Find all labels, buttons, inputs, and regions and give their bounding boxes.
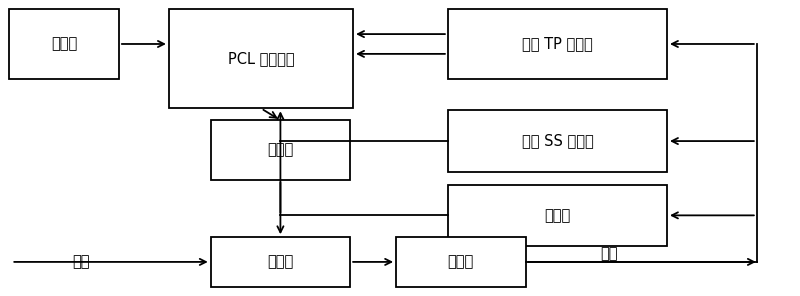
- Text: 出水: 出水: [601, 247, 618, 261]
- Text: 流量仪: 流量仪: [544, 208, 570, 223]
- Bar: [448, 9, 667, 79]
- Bar: [10, 9, 119, 79]
- Text: PCL 控制系统: PCL 控制系统: [228, 51, 294, 66]
- Bar: [448, 110, 667, 172]
- Text: 混合器: 混合器: [267, 255, 294, 269]
- Text: 过滤池: 过滤池: [448, 255, 474, 269]
- Bar: [396, 237, 526, 287]
- Text: 计量泵: 计量泵: [267, 142, 294, 157]
- Bar: [210, 120, 350, 180]
- Text: 初始值: 初始值: [51, 36, 78, 52]
- Bar: [448, 185, 667, 246]
- Bar: [210, 237, 350, 287]
- Text: 进水: 进水: [72, 255, 90, 269]
- Text: 在线 SS 测定仪: 在线 SS 测定仪: [522, 133, 594, 149]
- Bar: [169, 9, 353, 108]
- Text: 在线 TP 分析仪: 在线 TP 分析仪: [522, 36, 593, 52]
